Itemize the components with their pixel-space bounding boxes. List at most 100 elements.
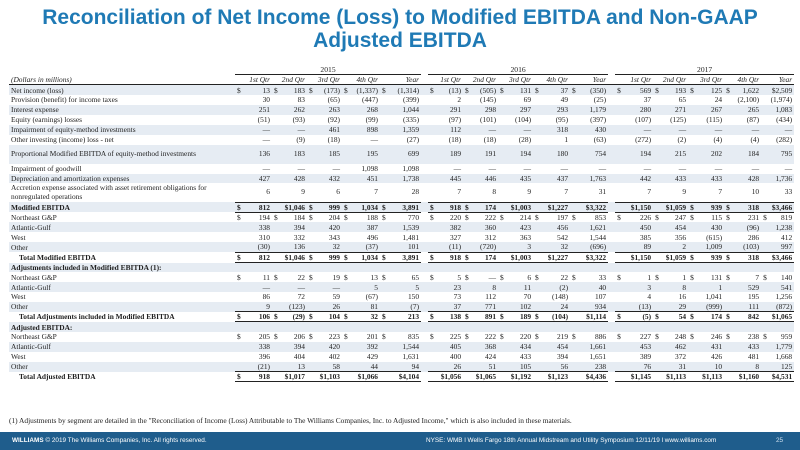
currency-sign: $ xyxy=(690,213,694,223)
value-wrap: 372 xyxy=(655,352,686,361)
cell-value: 433 xyxy=(724,341,762,352)
value-wrap: 215 xyxy=(655,149,686,159)
value-wrap: 13 xyxy=(274,362,305,371)
cell-value: 429 xyxy=(342,352,380,362)
amount: 461 xyxy=(328,125,340,135)
value-wrap: $ (505) xyxy=(465,86,496,95)
gap xyxy=(421,332,428,342)
value-wrap: 445 xyxy=(430,174,461,183)
cell-value: (397) xyxy=(570,115,608,125)
cell-value: $1,150 xyxy=(615,201,654,213)
value-wrap: (95) xyxy=(535,115,568,124)
amount: $1,150 xyxy=(630,202,652,212)
cell-value: (21) xyxy=(235,361,272,372)
currency-sign: $ xyxy=(726,213,730,223)
amount: 7 xyxy=(564,187,569,197)
currency-sign: $ xyxy=(344,202,348,212)
currency-sign: $ xyxy=(465,213,469,223)
value-wrap: 1,661 xyxy=(572,342,606,351)
cell-value: 427 xyxy=(235,173,272,184)
value-wrap: 1,544 xyxy=(572,233,606,242)
amount: 206 xyxy=(293,332,305,342)
cell-value: 72 xyxy=(272,292,307,302)
cell-value: $1,034 xyxy=(342,201,380,213)
value-wrap: $812 xyxy=(237,253,270,261)
amount: 33 xyxy=(598,272,607,282)
value-wrap: $140 xyxy=(763,273,792,282)
gap xyxy=(608,164,615,174)
amount: 184 xyxy=(748,148,760,158)
value-wrap: 1,044 xyxy=(382,105,419,114)
value-wrap: 263 xyxy=(309,105,340,114)
amount: 251 xyxy=(258,105,270,115)
value-wrap: 433 xyxy=(655,174,686,183)
cell-value: (2) xyxy=(653,135,688,145)
amount: $1,113 xyxy=(702,372,723,382)
amount: 433 xyxy=(748,342,760,352)
amount: 174 xyxy=(484,202,497,212)
amount: 405 xyxy=(449,342,462,352)
value-wrap: $1,123 xyxy=(535,372,569,382)
amount: 3 xyxy=(527,242,532,252)
value-wrap: 1,544 xyxy=(382,342,419,351)
value-wrap: 433 xyxy=(690,174,722,183)
cell-value: 332 xyxy=(272,232,307,242)
gap xyxy=(608,183,615,202)
value-wrap: $1,065 xyxy=(465,372,497,382)
gap xyxy=(421,135,428,145)
value-wrap: $1,145 xyxy=(617,373,651,381)
amount: 446 xyxy=(484,173,497,183)
amount: (101) xyxy=(480,115,497,125)
value-wrap: 32 xyxy=(535,242,568,251)
amount: — xyxy=(678,164,687,174)
currency-sign: $ xyxy=(465,252,469,262)
currency-sign: $ xyxy=(274,85,278,95)
value-wrap: 191 xyxy=(465,149,496,159)
amount: $1,227 xyxy=(547,202,569,212)
cell-value: 251 xyxy=(235,104,272,115)
value-wrap: — xyxy=(655,125,686,134)
gap xyxy=(421,232,428,242)
value-wrap: 267 xyxy=(690,105,722,114)
amount: 189 xyxy=(449,148,462,158)
value-wrap: — xyxy=(309,164,340,173)
amount: 9 xyxy=(266,302,270,312)
cell-value: 423 xyxy=(498,222,534,233)
cell-value: $193 xyxy=(653,84,689,95)
amount: 431 xyxy=(711,342,723,352)
cell-value: (335) xyxy=(380,115,421,125)
cell-value: $19 xyxy=(307,272,342,282)
amount: 496 xyxy=(366,232,378,242)
currency-sign: $ xyxy=(237,272,241,282)
amount: 382 xyxy=(449,222,462,232)
value-wrap: 542 xyxy=(535,233,568,242)
amount: 202 xyxy=(711,148,723,158)
cell-value: 1,041 xyxy=(688,292,724,302)
cell-value: (25) xyxy=(570,95,608,105)
cell-value: 9 xyxy=(272,183,307,202)
cell-value: 7 xyxy=(688,183,724,202)
cell-value: 445 xyxy=(428,173,464,184)
row-label: Equity (earnings) losses xyxy=(11,115,83,125)
amount: $1,065 xyxy=(475,372,497,382)
amount: $1,123 xyxy=(547,372,569,382)
amount: — xyxy=(332,282,340,292)
value-wrap: $1,103 xyxy=(309,373,340,381)
amount: 54 xyxy=(678,312,687,322)
amount: 400 xyxy=(449,352,462,362)
value-wrap: 400 xyxy=(430,352,461,361)
gap xyxy=(421,301,429,312)
amount: 7 xyxy=(755,272,760,282)
cell-value: 102 xyxy=(498,301,534,312)
value-wrap: $842 xyxy=(726,313,759,321)
value-wrap: $193 xyxy=(655,86,686,95)
value-wrap: 31 xyxy=(655,362,686,371)
cell-value: 37 xyxy=(615,95,653,105)
value-wrap: $1,059 xyxy=(655,203,686,211)
gap xyxy=(608,65,615,75)
value-wrap: $13 xyxy=(237,86,270,95)
cell-value: 7 xyxy=(342,183,380,202)
amount: — xyxy=(751,125,760,135)
amount: (148) xyxy=(552,292,569,302)
cell-value: (2,100) xyxy=(724,95,761,105)
